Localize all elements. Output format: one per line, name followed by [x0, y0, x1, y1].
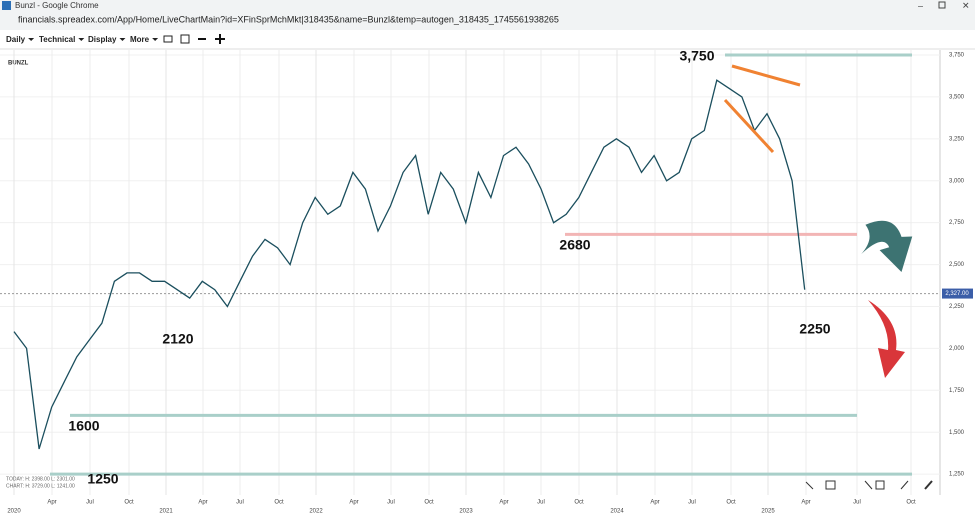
level-label: 1600 [68, 418, 99, 434]
y-tick-label: 3,250 [949, 136, 965, 142]
chart-title: BUNZL [8, 61, 29, 67]
menu[interactable]: Display [88, 35, 117, 44]
tool[interactable] [825, 480, 836, 490]
y-tick-label: 1,500 [949, 430, 965, 436]
x-tick-label: Jul [537, 500, 545, 506]
annotation: 2250 [799, 321, 830, 337]
y-tick-label: 1,750 [949, 388, 965, 394]
menu-caret [78, 38, 85, 41]
maximize[interactable] [938, 1, 946, 9]
price-line [13, 79, 806, 450]
x-tick-label: 2024 [610, 509, 624, 515]
level-label: 1250 [87, 471, 118, 487]
menu-caret [152, 38, 159, 41]
x-tick-label: Jul [236, 500, 244, 506]
last-price-tag [942, 288, 973, 299]
open-icon[interactable] [163, 35, 173, 43]
y-tick-label: 2,250 [949, 304, 965, 310]
zoom-in[interactable] [215, 34, 225, 44]
x-tick-label: Jul [387, 500, 395, 506]
today-info: TODAY: H: 2398.00 L: 2301.00 [6, 476, 75, 482]
x-tick-label: 2025 [761, 509, 775, 515]
x-tick-label: Oct [574, 500, 584, 506]
level-label: 3,750 [679, 48, 714, 64]
tool[interactable] [864, 480, 873, 490]
menu[interactable]: Daily [6, 35, 26, 44]
y-tick-label: 3,500 [949, 95, 965, 101]
toolbar [0, 30, 975, 49]
level-label: 2680 [559, 237, 590, 253]
last-price-label: 2,327.00 [945, 291, 969, 297]
browser-chrome [0, 0, 975, 30]
up-arrow [861, 220, 913, 272]
x-tick-label: Apr [198, 500, 207, 506]
tool[interactable] [924, 480, 933, 490]
menu-caret [28, 38, 35, 41]
y-tick-label: 2,000 [949, 346, 965, 352]
menu[interactable]: More [130, 35, 150, 44]
y-tick-label: 3,750 [949, 53, 965, 59]
x-tick-label: 2022 [309, 509, 323, 515]
x-tick-label: Apr [801, 500, 810, 506]
x-tick-label: Apr [499, 500, 508, 506]
tool[interactable] [805, 481, 814, 490]
save-icon[interactable] [180, 34, 190, 44]
x-tick-label: 2021 [159, 509, 173, 515]
drawing-tools [805, 480, 933, 490]
x-tick-label: Oct [906, 500, 916, 506]
x-tick-label: Oct [124, 500, 134, 506]
tool[interactable] [875, 480, 885, 490]
url[interactable]: financials.spreadex.com/App/Home/LiveCha… [18, 14, 559, 24]
x-tick-label: 2020 [7, 509, 21, 515]
y-tick-label: 3,000 [949, 178, 965, 184]
x-tick-label: Jul [853, 500, 861, 506]
x-tick-label: Jul [86, 500, 94, 506]
y-tick-label: 1,250 [949, 472, 965, 478]
y-tick-label: 2,500 [949, 262, 965, 268]
tool[interactable] [900, 480, 909, 490]
trendline [723, 98, 775, 154]
minimize[interactable]: – [918, 0, 923, 10]
window-title: Bunzl - Google Chrome [15, 1, 99, 10]
favicon [2, 1, 11, 10]
down-arrow [868, 300, 905, 378]
x-tick-label: Jul [688, 500, 696, 506]
trendline [731, 64, 801, 87]
annotation: 2120 [162, 331, 193, 347]
menu-caret [119, 38, 126, 41]
x-tick-label: Oct [274, 500, 284, 506]
chart-info: CHART: H: 3729.00 L: 1241.00 [6, 483, 75, 489]
close[interactable]: ✕ [962, 0, 970, 10]
menu[interactable]: Technical [39, 35, 75, 44]
x-tick-label: 2023 [459, 509, 473, 515]
x-tick-label: Apr [47, 500, 56, 506]
x-tick-label: Apr [349, 500, 358, 506]
x-tick-label: Apr [650, 500, 659, 506]
x-tick-label: Oct [424, 500, 434, 506]
x-tick-label: Oct [726, 500, 736, 506]
y-tick-label: 2,750 [949, 220, 965, 226]
